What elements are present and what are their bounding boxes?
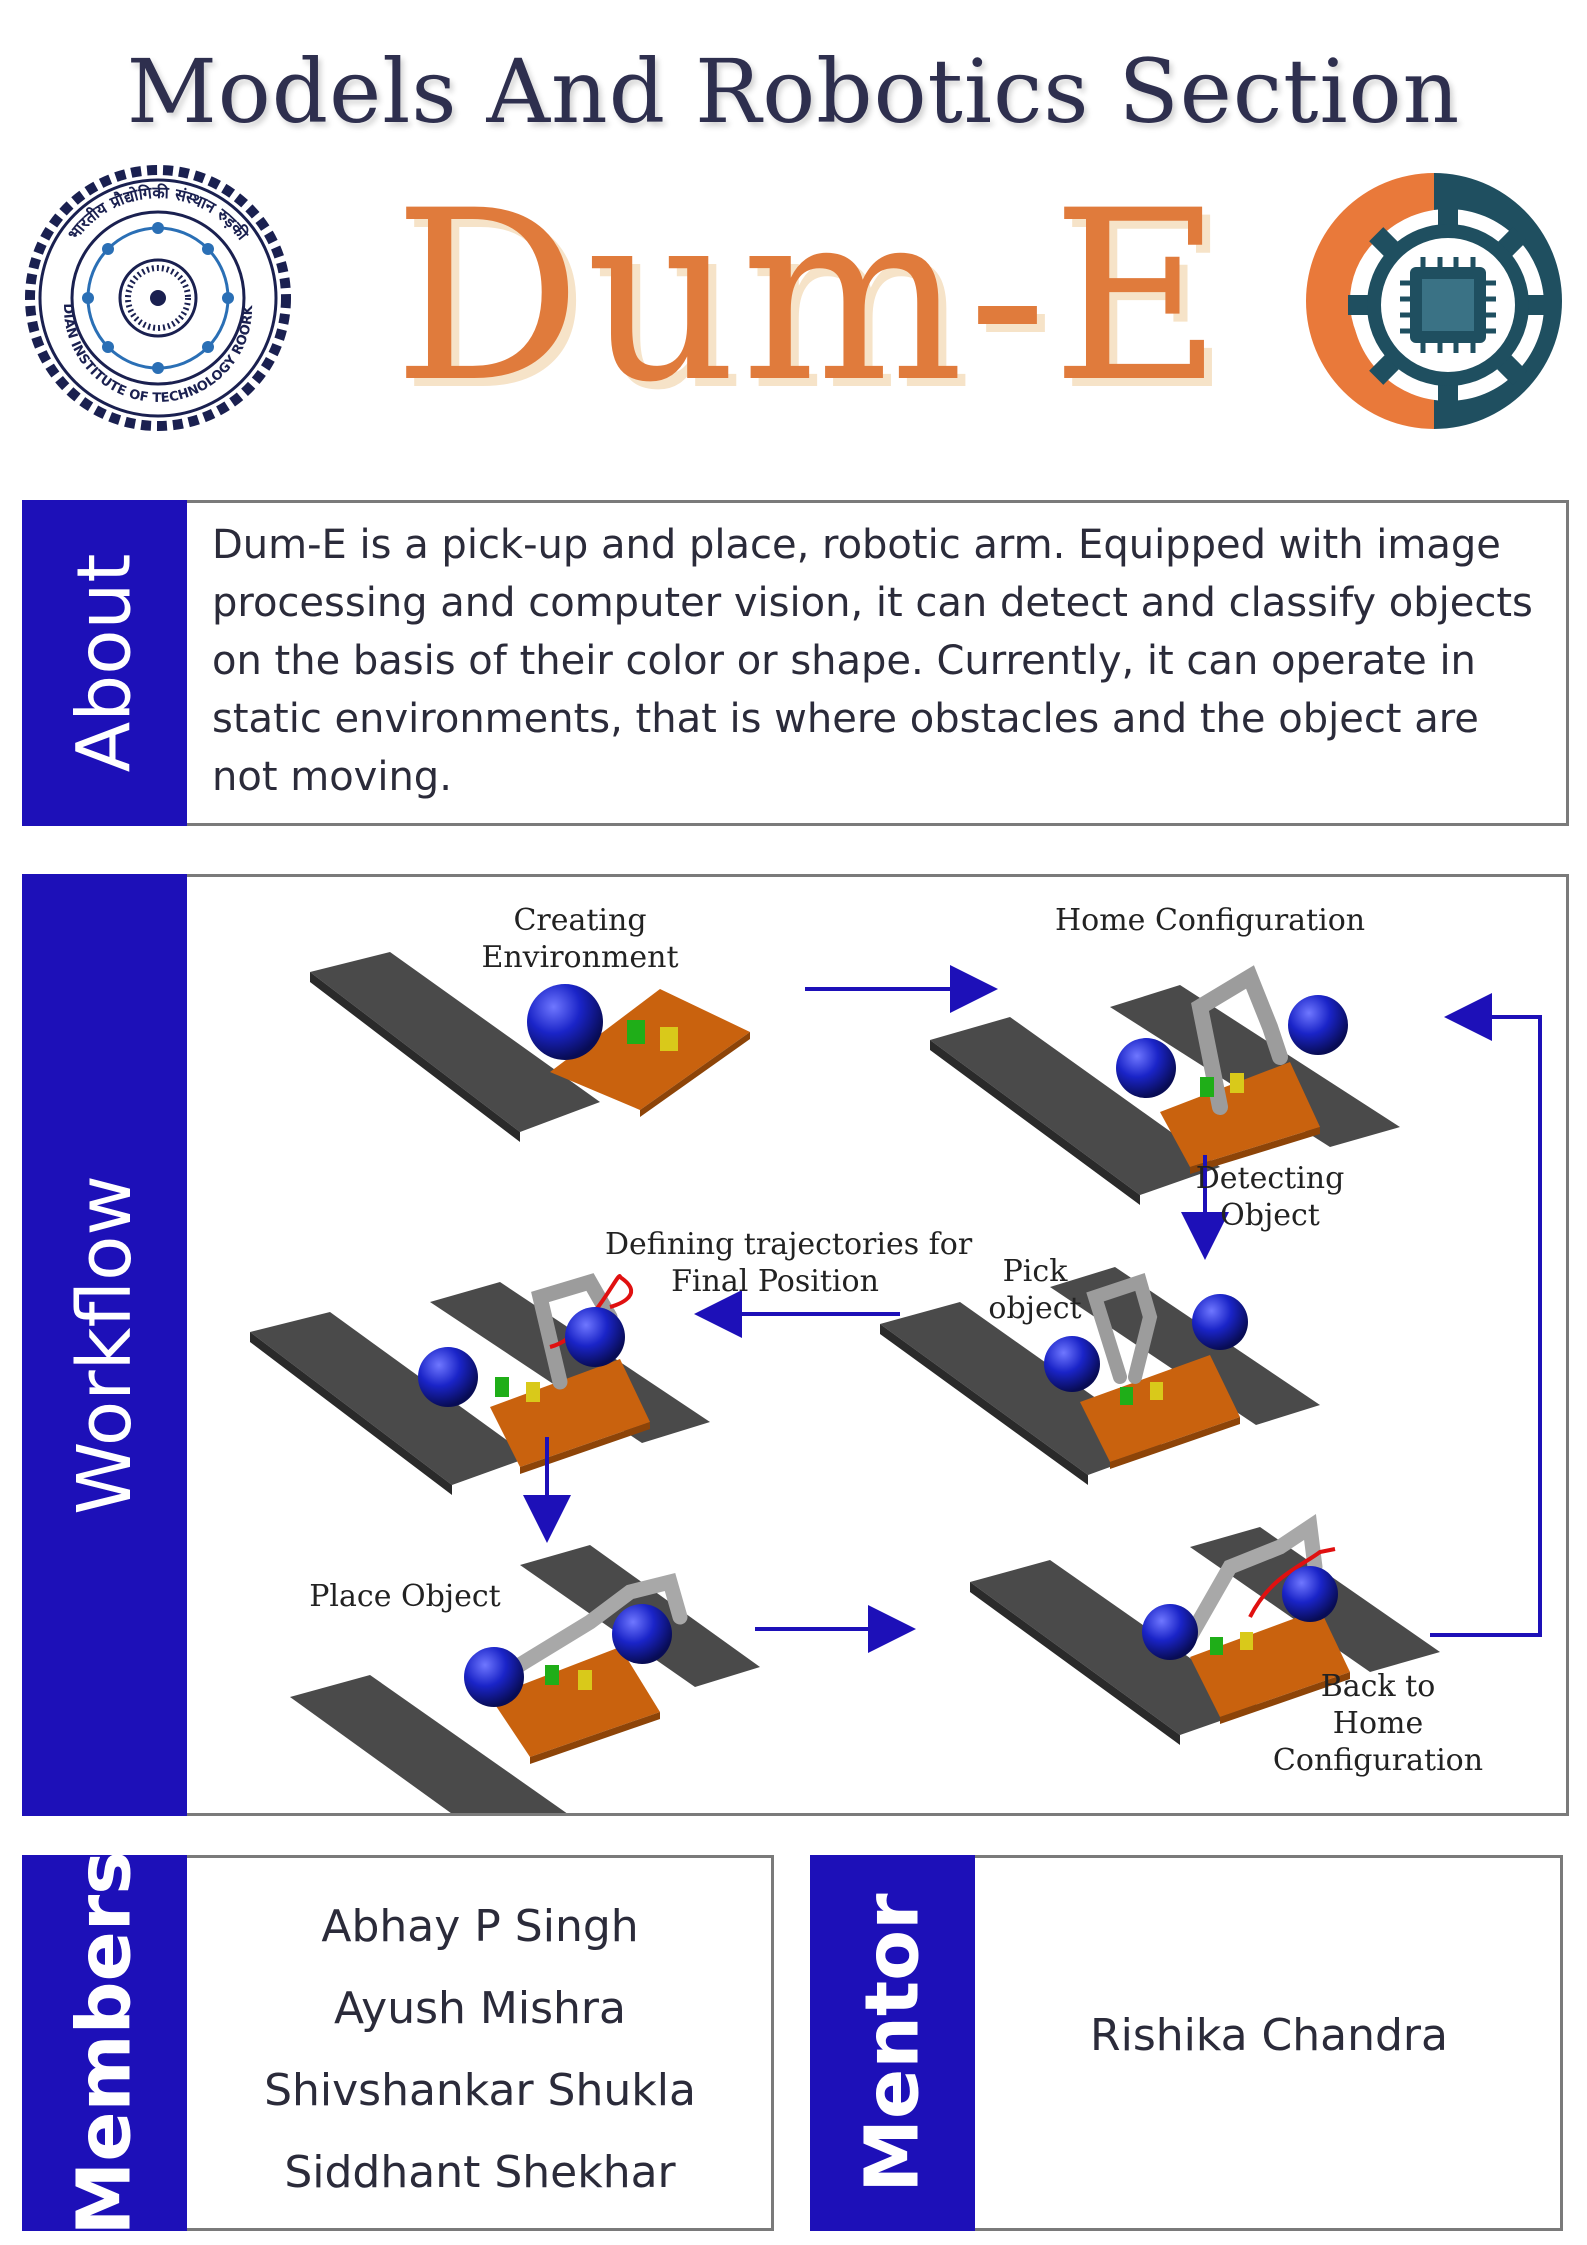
member-name: Abhay P Singh xyxy=(321,1901,639,1952)
step-back-to-home: Back to Home Configuration xyxy=(1272,1669,1484,1778)
scene-creating-environment xyxy=(310,952,750,1142)
members-list: Abhay P Singh Ayush Mishra Shivshankar S… xyxy=(190,1886,770,2214)
project-title: Dum-E xyxy=(393,161,1227,434)
scene-pick-object xyxy=(880,1267,1320,1485)
step-creating-environment: Creating Environment xyxy=(481,903,679,975)
about-label: About xyxy=(61,553,148,773)
member-name: Ayush Mishra xyxy=(334,1983,626,2034)
workflow-diagram xyxy=(250,952,1542,1813)
members-label: Members xyxy=(61,1850,148,2236)
step-detecting-object: Detecting Object xyxy=(1195,1161,1345,1233)
section-title: Models And Robotics Section xyxy=(126,40,1461,143)
scene-place-object xyxy=(290,1545,760,1813)
member-name: Siddhant Shekhar xyxy=(284,2147,676,2198)
scene-home-configuration xyxy=(930,965,1400,1205)
step-pick-object: Pick object xyxy=(988,1254,1082,1326)
workflow-label: Workflow xyxy=(61,1175,148,1515)
members-band: Members xyxy=(22,1851,187,2235)
scene-defining-trajectories xyxy=(250,1273,710,1495)
about-panel xyxy=(22,500,1569,826)
workflow-band: Workflow xyxy=(22,874,187,1816)
step-defining-trajectories: Defining trajectories for Final Position xyxy=(605,1227,973,1299)
arrow-back-to-home-loop xyxy=(1430,993,1542,1637)
step-place-object: Place Object xyxy=(309,1579,501,1614)
iit-roorkee-logo: भारतीय प्रौद्योगिकी संस्थान रुड़की INDIA… xyxy=(18,158,291,431)
robotics-club-logo xyxy=(1306,173,1562,429)
mentor-label: Mentor xyxy=(849,1893,936,2193)
step-home-configuration: Home Configuration xyxy=(1055,903,1366,938)
about-text: Dum-E is a pick-up and place, robotic ar… xyxy=(212,522,1533,800)
mentor-name: Rishika Chandra xyxy=(1090,2010,1448,2061)
mentor-band: Mentor xyxy=(810,1855,975,2231)
about-band: About xyxy=(22,500,187,826)
scene-back-to-home xyxy=(970,1514,1440,1745)
obstacle-ball xyxy=(527,984,603,1060)
member-name: Shivshankar Shukla xyxy=(264,2065,696,2116)
